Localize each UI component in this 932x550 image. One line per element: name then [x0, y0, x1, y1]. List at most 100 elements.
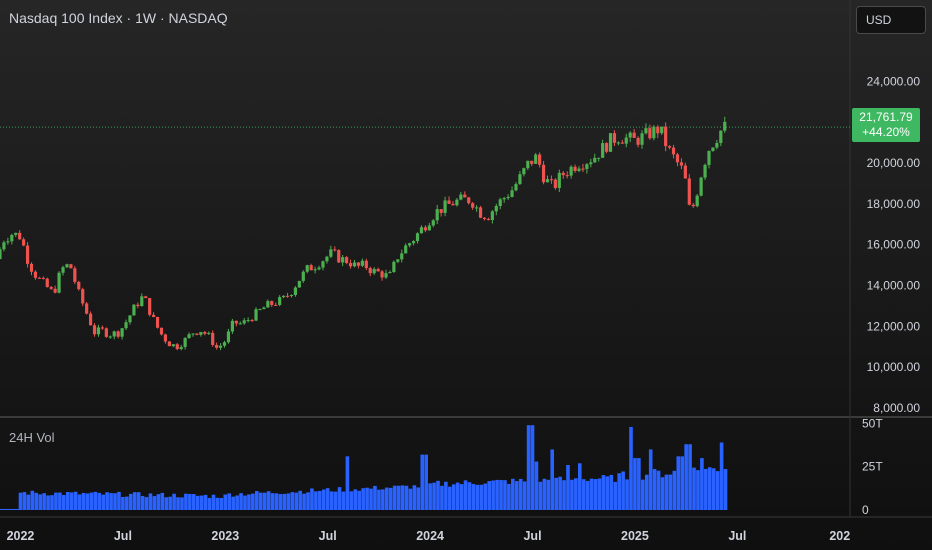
candle-up: [644, 128, 648, 134]
candle-down: [215, 344, 219, 348]
volume-bar: [349, 491, 354, 510]
volume-tick-label: 0: [862, 503, 869, 517]
x-tick-label: 2023: [211, 529, 239, 543]
candle-up: [360, 260, 364, 266]
volume-bar: [396, 485, 401, 510]
volume-bar: [700, 458, 704, 510]
volume-bar: [672, 470, 677, 510]
candle-up: [695, 195, 699, 207]
candle-up: [699, 177, 703, 196]
volume-bar: [538, 481, 543, 510]
candle-up: [352, 262, 357, 267]
x-tick-label: Jul: [523, 529, 541, 543]
last-price-badge: 21,761.79 +44.20%: [852, 108, 920, 142]
candle-down: [541, 164, 546, 183]
candle-up: [652, 126, 656, 139]
candle-down: [104, 328, 108, 337]
candle-down: [671, 147, 676, 155]
candle-down: [333, 249, 337, 251]
candle-down: [687, 178, 691, 205]
volume-bar: [85, 493, 90, 510]
candle-down: [136, 304, 140, 306]
volume-bar: [243, 495, 247, 510]
candle-up: [6, 241, 10, 243]
volume-bar: [251, 493, 255, 510]
candle-up: [490, 211, 494, 220]
x-tick-label: 2022: [7, 529, 35, 543]
candle-up: [187, 334, 191, 339]
volume-bar: [566, 465, 570, 510]
candle-down: [159, 327, 164, 335]
volume-bar: [278, 494, 283, 510]
volume-bar: [467, 482, 472, 510]
volume-bar: [428, 483, 432, 510]
candle-down: [486, 219, 491, 221]
candle-up: [262, 307, 266, 310]
volume-bar: [633, 458, 637, 510]
candle-up: [281, 295, 286, 298]
candle-down: [195, 333, 199, 335]
volume-bar: [306, 492, 310, 510]
candle-up: [593, 157, 597, 163]
volume-bar: [353, 489, 358, 510]
volume-baseline: [0, 508, 21, 510]
volume-bar: [93, 491, 98, 510]
candle-down: [167, 341, 171, 347]
volume-bar: [503, 480, 507, 510]
volume-bar: [148, 493, 153, 510]
candle-up: [65, 264, 69, 268]
volume-bar: [597, 478, 602, 510]
volume-bar: [337, 487, 342, 510]
candle-up: [222, 342, 227, 346]
candle-down: [100, 327, 105, 329]
volume-bar: [262, 492, 267, 510]
volume-bar: [89, 492, 94, 510]
volume-bar: [621, 471, 625, 510]
candle-up: [443, 200, 447, 213]
candle-up: [388, 272, 392, 274]
candle-down: [211, 332, 215, 345]
candle-up: [502, 198, 506, 200]
candle-down: [37, 277, 41, 279]
candle-up: [526, 160, 530, 169]
candle-down: [482, 217, 487, 220]
volume-bar: [609, 474, 614, 510]
candle-up: [258, 309, 262, 311]
candle-down: [538, 154, 542, 165]
candle-down: [368, 268, 372, 274]
volume-bar: [164, 497, 169, 510]
currency-button[interactable]: USD: [856, 6, 926, 34]
volume-bar: [195, 495, 200, 510]
volume-bar: [688, 444, 692, 510]
candle-up: [723, 121, 727, 131]
candle-up: [341, 257, 345, 263]
candle-down: [620, 142, 624, 144]
y-tick-label: 12,000.00: [867, 319, 921, 333]
candle-up: [254, 309, 258, 321]
candle-down: [612, 133, 617, 143]
candle-down: [561, 172, 565, 176]
volume-bar: [660, 477, 665, 510]
volume-bar: [215, 497, 220, 510]
candle-down: [573, 166, 577, 171]
candle-up: [569, 166, 573, 176]
volume-bar: [294, 492, 299, 510]
candle-up: [707, 150, 711, 165]
volume-bar: [692, 467, 696, 510]
candle-up: [427, 225, 431, 231]
volume-bar: [526, 425, 531, 510]
candle-up: [301, 271, 305, 281]
candle-up: [601, 143, 605, 158]
candle-down: [49, 287, 53, 289]
volume-bar: [369, 488, 373, 510]
candle-down: [683, 165, 687, 179]
candle-down: [116, 331, 120, 337]
volume-bar: [152, 496, 157, 510]
candle-up: [246, 320, 250, 322]
volume-bar: [534, 461, 539, 510]
volume-bar: [664, 474, 669, 510]
volume-bar: [270, 493, 275, 510]
volume-bar: [562, 480, 566, 510]
candle-down: [175, 344, 179, 350]
